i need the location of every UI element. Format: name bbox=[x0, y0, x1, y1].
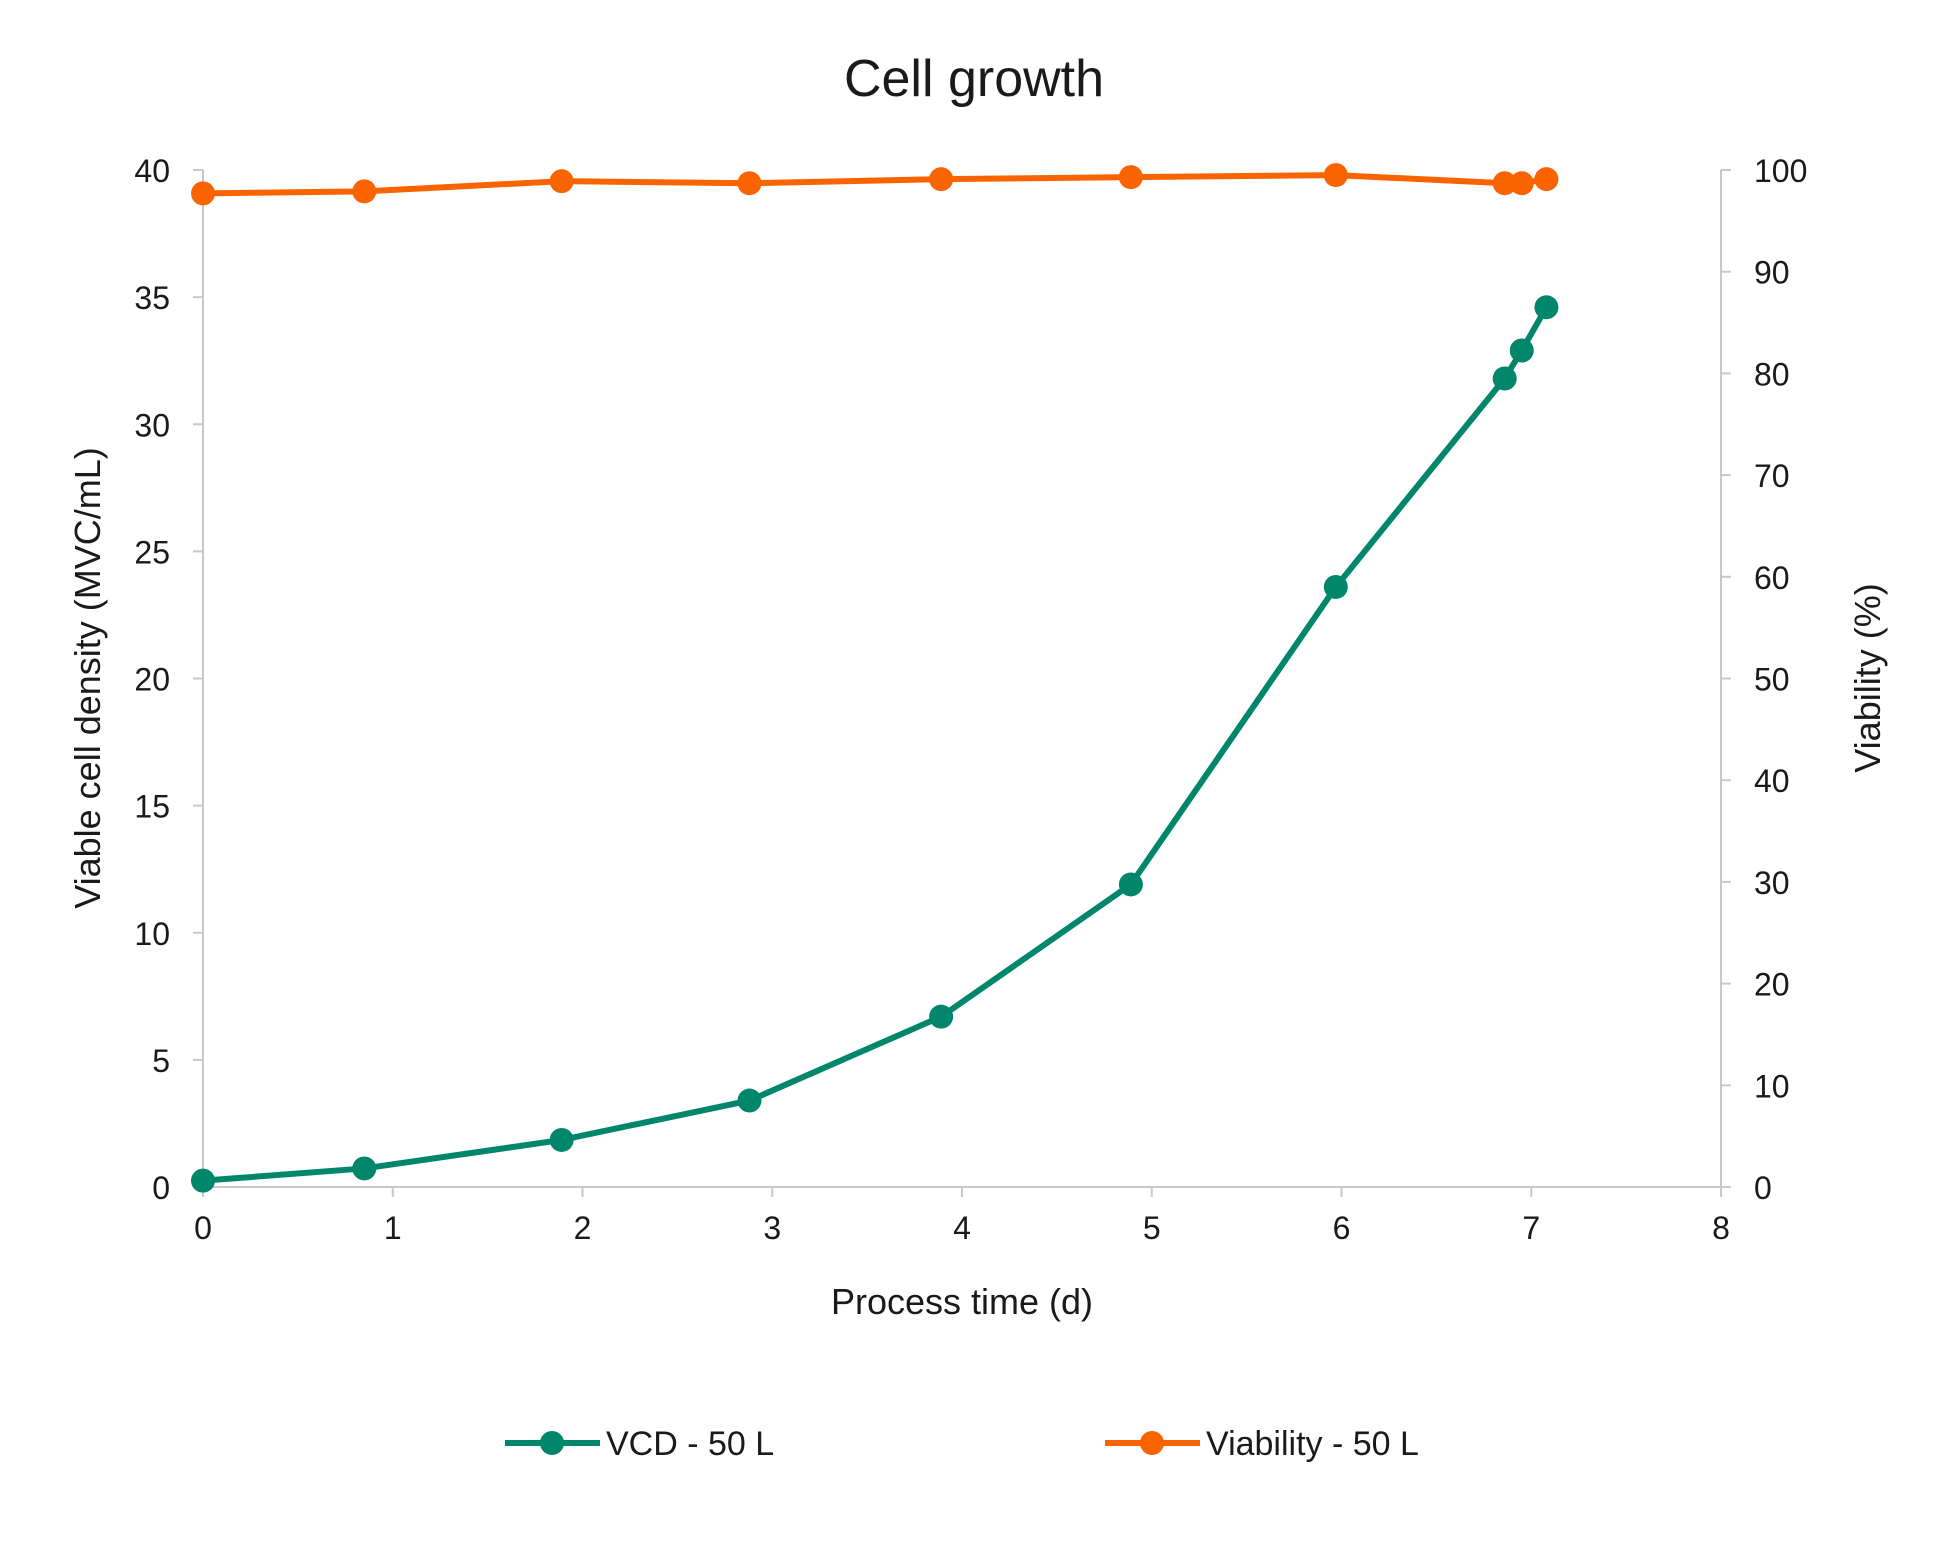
y-tick-label: 15 bbox=[134, 789, 170, 825]
y2-tick-label: 40 bbox=[1754, 763, 1790, 799]
chart-title: Cell growth bbox=[844, 50, 1104, 108]
data-point bbox=[1509, 171, 1534, 196]
data-point bbox=[191, 181, 215, 206]
x-tick-label: 4 bbox=[953, 1210, 971, 1246]
data-point bbox=[929, 1004, 954, 1029]
y2-tick-label: 20 bbox=[1754, 967, 1790, 1003]
y2-tick-label: 90 bbox=[1754, 255, 1790, 291]
y-tick-label: 40 bbox=[134, 153, 170, 189]
data-point bbox=[1534, 295, 1559, 320]
y-tick-label: 5 bbox=[152, 1043, 170, 1079]
x-tick-label: 7 bbox=[1522, 1210, 1540, 1246]
data-point bbox=[737, 171, 762, 196]
y-tick-label: 0 bbox=[152, 1170, 170, 1206]
x-tick-label: 3 bbox=[763, 1210, 781, 1246]
data-point bbox=[352, 1156, 377, 1181]
y2-tick-label: 50 bbox=[1754, 662, 1790, 698]
data-point bbox=[1492, 171, 1517, 196]
y2-tick-label: 10 bbox=[1754, 1068, 1790, 1104]
legend-swatch-marker bbox=[540, 1431, 564, 1455]
data-point bbox=[1534, 167, 1559, 192]
data-point bbox=[1118, 165, 1143, 190]
data-point bbox=[1492, 366, 1517, 391]
legend-label: VCD - 50 L bbox=[606, 1425, 774, 1463]
data-point bbox=[549, 169, 574, 194]
y2-axis-label: Viability (%) bbox=[1847, 583, 1888, 772]
y2-tick-label: 30 bbox=[1754, 865, 1790, 901]
data-point bbox=[549, 1127, 574, 1152]
y2-tick-label: 0 bbox=[1754, 1170, 1772, 1206]
data-point bbox=[1509, 338, 1534, 363]
x-tick-label: 8 bbox=[1712, 1210, 1730, 1246]
data-point bbox=[737, 1088, 762, 1113]
legend-swatch-marker bbox=[1140, 1431, 1164, 1455]
legend: VCD - 50 L Viability - 50 L bbox=[505, 1425, 1419, 1463]
y-axis-label: Viable cell density (MVC/mL) bbox=[67, 447, 108, 909]
y2-tick-label: 70 bbox=[1754, 458, 1790, 494]
x-tick-label: 0 bbox=[194, 1210, 212, 1246]
data-point bbox=[1323, 574, 1348, 599]
data-point bbox=[191, 1168, 215, 1193]
y-tick-label: 20 bbox=[134, 662, 170, 698]
series-line-0 bbox=[202, 305, 1550, 1184]
y-tick-label: 25 bbox=[134, 534, 170, 570]
y2-tick-label: 60 bbox=[1754, 560, 1790, 596]
data-point bbox=[1323, 163, 1348, 188]
data-point bbox=[1118, 872, 1143, 897]
x-axis-label: Process time (d) bbox=[831, 1281, 1093, 1322]
x-tick-label: 6 bbox=[1333, 1210, 1351, 1246]
y-tick-label: 30 bbox=[134, 407, 170, 443]
y2-tick-label: 100 bbox=[1754, 153, 1807, 189]
legend-label: Viability - 50 L bbox=[1206, 1425, 1419, 1463]
data-point bbox=[929, 167, 954, 192]
series-group bbox=[191, 163, 1559, 1193]
x-tick-label: 5 bbox=[1143, 1210, 1161, 1246]
data-point bbox=[352, 179, 377, 204]
y2-tick-label: 80 bbox=[1754, 356, 1790, 392]
x-tick-label: 1 bbox=[384, 1210, 402, 1246]
y-tick-label: 10 bbox=[134, 916, 170, 952]
y-tick-label: 35 bbox=[134, 280, 170, 316]
axes: 0 1 2 3 4 5 6 7 80510152025303540010203040506070… bbox=[134, 153, 1807, 1246]
x-tick-label: 2 bbox=[574, 1210, 592, 1246]
